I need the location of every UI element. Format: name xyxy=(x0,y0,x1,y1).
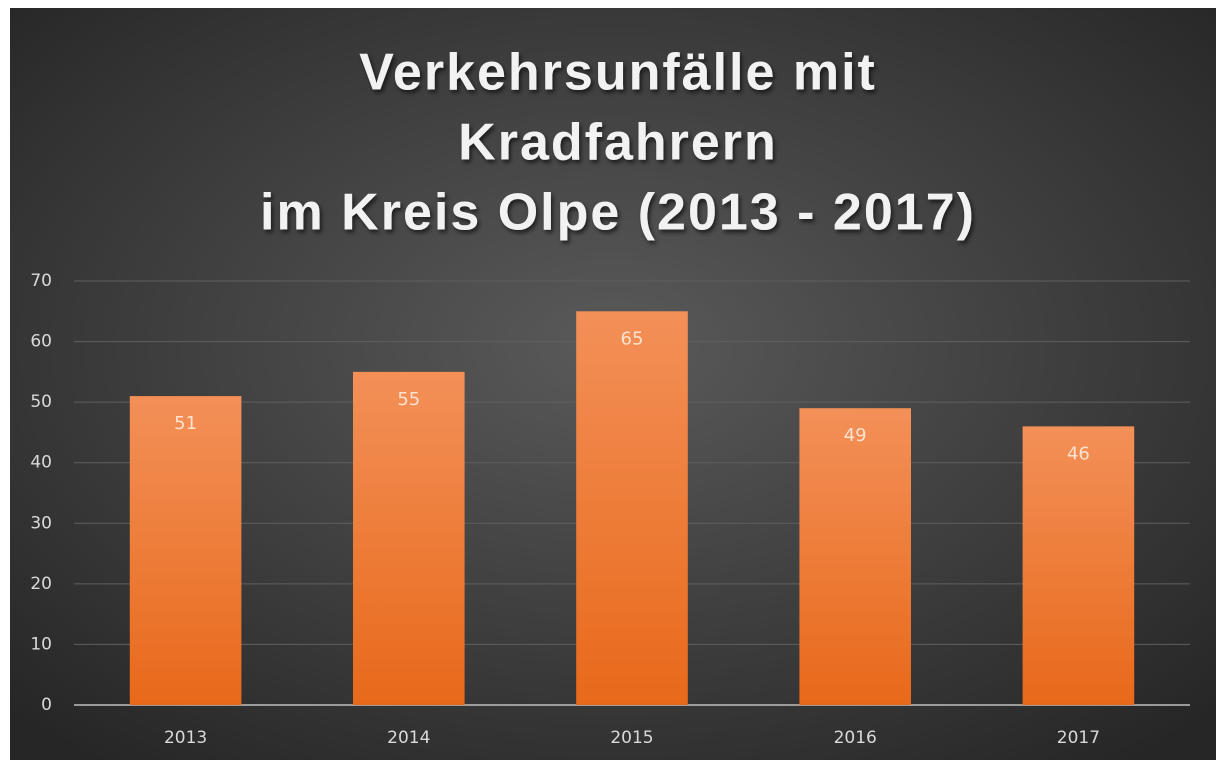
x-tick-label: 2015 xyxy=(610,728,653,748)
y-tick-label: 10 xyxy=(30,634,52,654)
x-tick-label: 2017 xyxy=(1057,728,1100,748)
x-tick-label: 2016 xyxy=(834,728,877,748)
y-tick-label: 70 xyxy=(30,271,52,291)
bar xyxy=(576,311,688,705)
y-tick-label: 40 xyxy=(30,453,52,473)
bar xyxy=(129,396,242,705)
bar xyxy=(353,371,465,705)
y-tick-label: 20 xyxy=(30,574,52,594)
y-tick-label: 0 xyxy=(41,695,52,715)
x-tick-label: 2013 xyxy=(164,728,207,748)
data-label: 46 xyxy=(1067,443,1090,464)
bar xyxy=(799,408,911,705)
y-tick-label: 60 xyxy=(30,332,52,352)
chart-title: Kradfahrern xyxy=(458,114,778,172)
data-label: 51 xyxy=(174,413,197,434)
bar xyxy=(1022,426,1135,705)
chart-title: Verkehrsunfälle mit xyxy=(359,44,877,102)
data-label: 65 xyxy=(621,328,644,349)
y-tick-label: 50 xyxy=(30,392,52,412)
data-label: 49 xyxy=(844,425,867,446)
x-tick-label: 2014 xyxy=(387,728,430,748)
chart-title: im Kreis Olpe (2013 - 2017) xyxy=(260,184,976,242)
data-label: 55 xyxy=(397,389,420,410)
y-tick-label: 30 xyxy=(30,513,52,533)
